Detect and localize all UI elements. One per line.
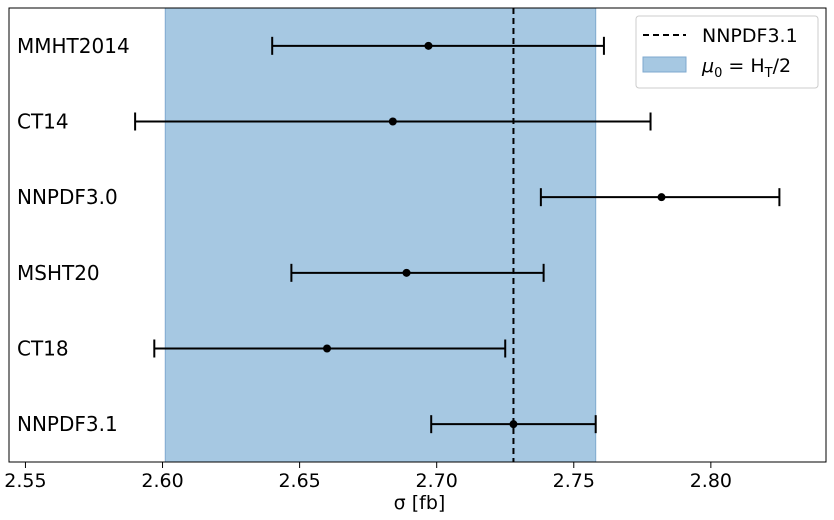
data-point xyxy=(657,193,666,202)
x-tick-label: 2.55 xyxy=(4,470,46,492)
legend-band-swatch xyxy=(642,56,687,73)
data-point xyxy=(388,117,397,126)
uncertainty-band xyxy=(164,7,597,463)
x-tick-label: 2.75 xyxy=(553,470,595,492)
category-label-ct18: CT18 xyxy=(17,337,69,361)
legend-band-eq: = H xyxy=(722,55,764,77)
x-tick-label: 2.70 xyxy=(416,470,458,492)
uncertainty-band-layer xyxy=(164,7,597,463)
errorbar-ct18 xyxy=(153,339,507,358)
data-point xyxy=(509,420,518,429)
data-points-layer xyxy=(134,36,781,434)
plot-frame xyxy=(8,7,827,463)
legend-label-nnpdf31: NNPDF3.1 xyxy=(702,25,798,47)
legend-band-mu: μ xyxy=(701,55,714,77)
legend: NNPDF3.1 μ0 = HT/2 xyxy=(635,15,819,89)
errorbar-mmht2014 xyxy=(271,36,605,55)
category-labels: MMHT2014 CT14 NNPDF3.0 MSHT20 CT18 NNPDF3.1 xyxy=(17,34,130,436)
errorbar-ct14 xyxy=(134,112,652,131)
x-axis-label: σ [fb] xyxy=(394,492,446,514)
legend-band-sub0: 0 xyxy=(714,66,722,81)
x-tick-label: 2.80 xyxy=(690,470,732,492)
category-label-nnpdf30: NNPDF3.0 xyxy=(17,185,118,209)
legend-band-subT: T xyxy=(764,66,773,81)
data-point xyxy=(424,41,433,50)
category-label-nnpdf31: NNPDF3.1 xyxy=(17,412,118,436)
errorbar-nnpdf31 xyxy=(430,415,597,434)
data-point xyxy=(323,344,332,353)
x-axis-ticks: 2.55 2.60 2.65 2.70 2.75 2.80 xyxy=(4,462,732,492)
category-label-ct14: CT14 xyxy=(17,110,69,134)
x-tick-label: 2.65 xyxy=(278,470,320,492)
legend-label-band: μ0 = HT/2 xyxy=(701,55,791,81)
category-label-msht20: MSHT20 xyxy=(17,261,100,285)
errorbar-nnpdf30 xyxy=(539,188,781,207)
category-label-mmht2014: MMHT2014 xyxy=(17,34,130,58)
errorbar-msht20 xyxy=(290,263,545,282)
legend-band-suffix: /2 xyxy=(773,55,792,77)
x-tick-label: 2.60 xyxy=(141,470,183,492)
data-point xyxy=(402,268,411,277)
